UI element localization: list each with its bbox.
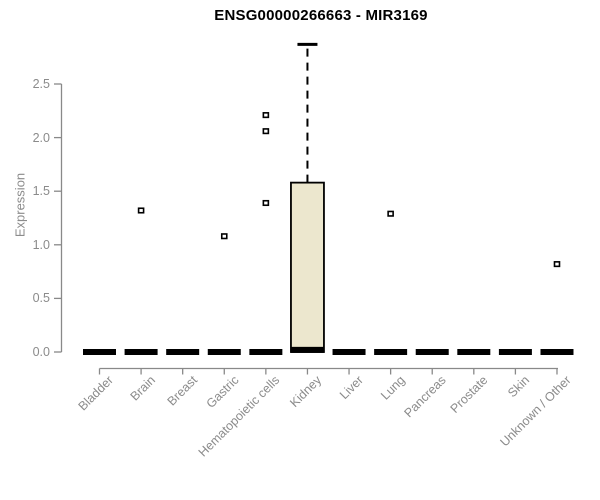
- y-tick-label: 2.5: [32, 77, 50, 91]
- median-line: [540, 349, 574, 355]
- chart-title: ENSG00000266663 - MIR3169: [214, 7, 428, 24]
- outlier-point: [387, 210, 394, 217]
- median-line: [249, 349, 283, 355]
- outlier-point: [553, 261, 561, 268]
- outlier-point: [137, 207, 145, 214]
- median-line: [374, 349, 408, 355]
- median-line: [166, 349, 200, 355]
- median-line: [83, 349, 116, 355]
- median-line: [457, 349, 491, 355]
- median-line: [498, 349, 532, 355]
- box: [290, 181, 325, 353]
- median-line: [290, 346, 324, 353]
- outlier-point: [262, 112, 270, 119]
- y-tick-label: 2.0: [32, 130, 50, 145]
- outlier-point: [262, 199, 270, 207]
- y-tick-label: 0.0: [32, 345, 50, 359]
- y-tick-label: 1.0: [32, 237, 50, 252]
- median-line: [124, 349, 158, 355]
- median-line: [415, 349, 449, 355]
- outlier-point: [262, 128, 270, 135]
- outlier-point: [220, 233, 228, 240]
- median-line: [207, 349, 241, 355]
- y-tick-label: 0.5: [32, 291, 50, 306]
- median-line: [332, 349, 366, 355]
- y-tick-label: 1.5: [32, 184, 50, 199]
